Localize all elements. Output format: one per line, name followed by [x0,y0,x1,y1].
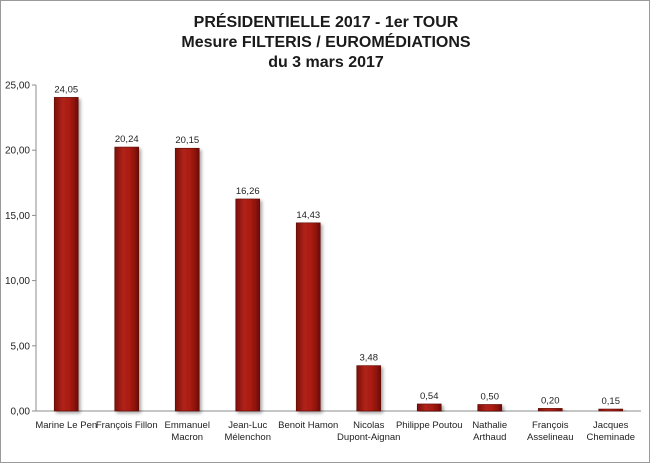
bar-value-label: 20,24 [115,134,139,145]
y-tick-label: 5,00 [11,341,31,352]
bar-value-label: 20,15 [175,135,199,146]
x-category-label: Dupont-Aignan [337,432,400,443]
x-category-label: Philippe Poutou [396,420,463,431]
bar-value-label: 24,05 [54,84,78,95]
bar [356,365,382,412]
bar [53,97,79,412]
bar-value-label: 0,50 [481,391,500,402]
bar-value-label: 3,48 [360,353,379,364]
x-category-label: François [532,420,569,431]
bar-value-label: 0,54 [420,391,439,402]
bar [235,198,261,412]
bar-value-label: 0,20 [541,395,560,406]
x-category-label: Emmanuel [165,420,210,431]
chart-labels: 24,05 Marine Le Pen 20,24 François Fillon 20… [35,84,635,443]
x-category-label: Macron [171,432,203,443]
chart-title-line-3: du 3 mars 2017 [268,54,384,71]
y-tick-label: 10,00 [5,276,30,287]
bar-value-label: 0,15 [602,396,621,407]
bar [114,146,140,412]
chart-title-line-1: PRÉSIDENTIELLE 2017 - 1er TOUR [194,12,459,31]
x-category-label: Cheminade [586,432,635,443]
bar [174,147,200,412]
chart-bars [53,97,624,412]
x-category-label: Asselineau [527,432,573,443]
chart-axes: 0,00 5,00 10,00 15,00 20,00 25,00 [5,81,641,418]
y-tick-label: 0,00 [11,407,31,418]
bar-value-label: 14,43 [296,210,320,221]
bar [295,222,321,412]
bar [598,408,624,412]
bar-value-label: 16,26 [236,186,260,197]
bar [416,403,442,412]
bar [537,408,563,412]
y-tick-label: 20,00 [5,146,30,157]
x-category-label: François Fillon [96,420,158,431]
x-category-label: Jean-Luc [228,420,267,431]
x-category-label: Nathalie [472,420,507,431]
y-tick-label: 25,00 [5,81,30,92]
x-category-label: Jacques [593,420,629,431]
bar [477,404,503,412]
x-category-label: Marine Le Pen [35,420,97,431]
x-category-label: Nicolas [353,420,384,431]
chart-title-line-2: Mesure FILTERIS / EUROMÉDIATIONS [181,32,471,51]
x-category-label: Arthaud [473,432,506,443]
y-tick-label: 15,00 [5,211,30,222]
x-category-label: Benoit Hamon [278,420,338,431]
x-category-label: Mélenchon [225,432,271,443]
